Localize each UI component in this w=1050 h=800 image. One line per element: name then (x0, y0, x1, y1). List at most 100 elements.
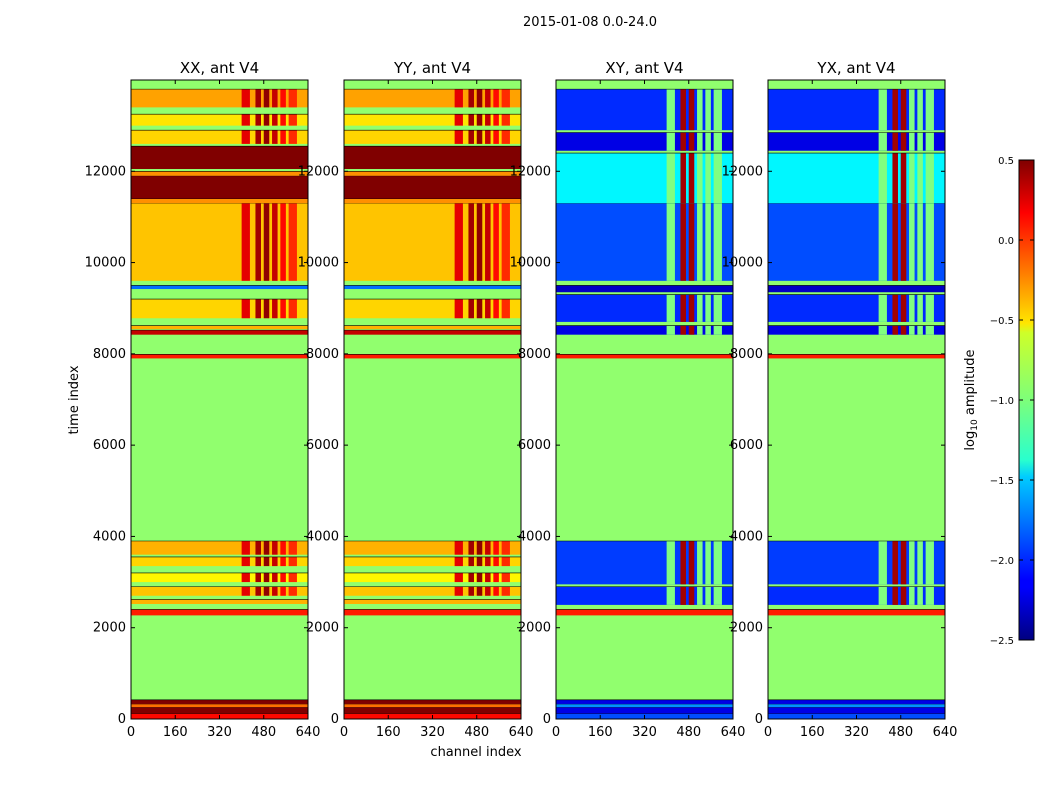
rfi-channel (900, 540, 907, 585)
rfi-channel (288, 114, 297, 126)
time-band (344, 354, 521, 359)
time-band (768, 707, 945, 714)
rfi-channel (485, 114, 491, 126)
rfi-channel (280, 540, 286, 555)
rfi-channel (263, 556, 270, 567)
y-tick-label: 2000 (93, 621, 126, 636)
rfi-channel (909, 89, 915, 131)
rfi-channel (688, 540, 695, 585)
x-tick-label: 480 (464, 725, 489, 740)
rfi-channel (288, 572, 297, 583)
rfi-channel (288, 540, 297, 555)
y-axis-label: time index (67, 365, 82, 434)
time-band (344, 330, 521, 335)
time-band (344, 609, 521, 616)
rfi-channel (468, 556, 474, 567)
y-tick-label: 12000 (298, 164, 339, 179)
time-band (344, 699, 521, 704)
rfi-channel (917, 153, 923, 204)
time-band (131, 707, 308, 714)
time-band (768, 294, 945, 322)
rfi-channel (454, 130, 463, 144)
rfi-channel (666, 132, 675, 151)
time-band (131, 146, 308, 170)
rfi-channel (493, 586, 499, 596)
rfi-channel (917, 132, 923, 151)
rfi-channel (263, 203, 270, 281)
rfi-channel (878, 540, 887, 585)
time-band (556, 325, 733, 335)
rfi-channel (476, 203, 483, 281)
rfi-channel (241, 114, 250, 126)
rfi-channel (713, 325, 722, 335)
colorbar-tick-label: −2.0 (990, 556, 1014, 567)
rfi-channel (280, 114, 286, 126)
time-band (344, 175, 521, 199)
rfi-channel (501, 572, 510, 583)
rfi-channel (476, 556, 483, 567)
rfi-channel (666, 294, 675, 322)
rfi-channel (900, 153, 907, 204)
time-band (556, 153, 733, 204)
rfi-channel (680, 325, 686, 335)
y-tick-label: 12000 (85, 164, 126, 179)
rfi-channel (900, 132, 907, 151)
rfi-channel (501, 586, 510, 596)
rfi-channel (476, 299, 483, 319)
x-tick-label: 640 (721, 725, 746, 740)
rfi-channel (697, 294, 703, 322)
rfi-channel (476, 130, 483, 144)
rfi-channel (468, 130, 474, 144)
rfi-channel (501, 556, 510, 567)
time-band (344, 572, 521, 583)
rfi-channel (263, 130, 270, 144)
time-band (131, 203, 308, 281)
colorbar-tick-label: 0.5 (998, 156, 1014, 167)
rfi-channel (697, 203, 703, 281)
time-band (556, 354, 733, 359)
rfi-channel (909, 294, 915, 322)
x-tick-label: 0 (764, 725, 772, 740)
y-tick-label: 4000 (518, 529, 551, 544)
rfi-channel (241, 130, 250, 144)
time-band (131, 325, 308, 330)
time-band (131, 556, 308, 567)
rfi-channel (263, 572, 270, 583)
time-band (344, 203, 521, 281)
rfi-channel (900, 203, 907, 281)
rfi-channel (485, 586, 491, 596)
rfi-channel (680, 540, 686, 585)
rfi-channel (909, 540, 915, 585)
time-band (556, 203, 733, 281)
rfi-channel (713, 132, 722, 151)
y-tick-label: 6000 (730, 438, 763, 453)
rfi-channel (688, 325, 695, 335)
rfi-channel (666, 203, 675, 281)
time-band (556, 89, 733, 131)
rfi-channel (917, 89, 923, 131)
colorbar-tick-label: −2.5 (990, 636, 1014, 647)
rfi-channel (925, 89, 934, 131)
rfi-channel (900, 586, 907, 605)
rfi-channel (255, 299, 261, 319)
time-band (556, 294, 733, 322)
y-tick-label: 4000 (93, 529, 126, 544)
time-band (131, 703, 308, 708)
x-tick-label: 160 (376, 725, 401, 740)
rfi-channel (288, 556, 297, 567)
y-tick-label: 2000 (730, 621, 763, 636)
time-band (556, 699, 733, 704)
time-band (768, 203, 945, 281)
y-tick-label: 0 (118, 712, 126, 727)
rfi-channel (909, 203, 915, 281)
panel-4: YX, ant V4 0 160 320 480 640 0 2000 4000 6000 8000… (722, 59, 958, 740)
rfi-channel (493, 89, 499, 108)
rfi-channel (925, 294, 934, 322)
rfi-channel (454, 540, 463, 555)
time-band (344, 325, 521, 330)
rfi-channel (892, 89, 898, 131)
time-band (344, 285, 521, 290)
time-band (768, 703, 945, 708)
rfi-channel (688, 89, 695, 131)
colorbar-tick-label: −0.5 (990, 316, 1014, 327)
